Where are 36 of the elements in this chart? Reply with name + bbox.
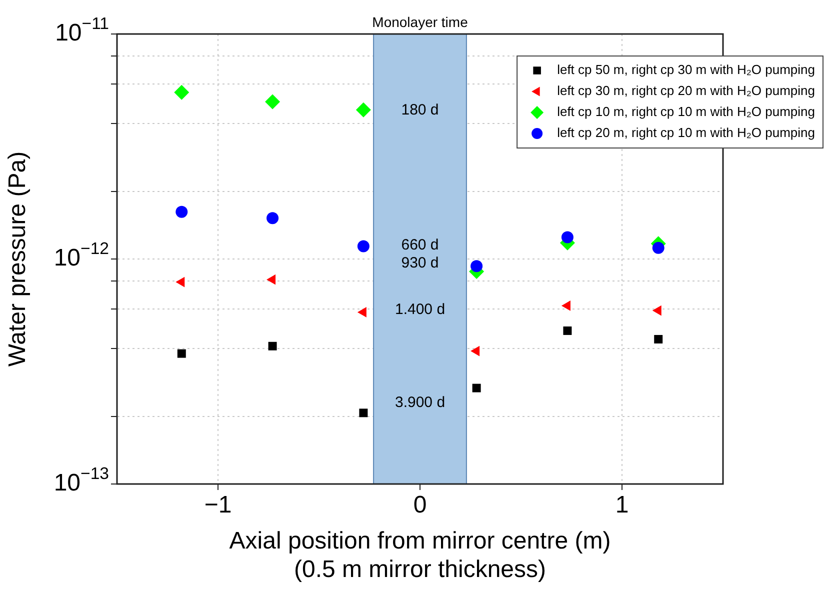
point — [470, 260, 483, 272]
point — [174, 84, 190, 100]
point — [561, 300, 570, 311]
x-axis-title: Axial position from mirror centre (m) (0.5 m mirror thickness) — [229, 527, 611, 584]
legend-label: left cp 30 m, right cp 20 m with H₂O pumping — [557, 83, 816, 98]
annotation: 930 d — [401, 254, 439, 272]
point — [177, 349, 186, 358]
point — [357, 307, 366, 318]
point — [357, 240, 370, 252]
point — [176, 206, 188, 218]
point — [470, 346, 480, 356]
y-axis-title: Water pressure (Pa) — [4, 151, 32, 367]
point — [176, 276, 185, 288]
annotation: 180 d — [401, 102, 439, 119]
legend-label: left cp 50 m, right cp 30 m with H₂O pumping — [557, 62, 816, 78]
band-label: Monolayer time — [372, 14, 468, 30]
annotation: 660 d — [401, 236, 439, 254]
x-tick-label: 1 — [615, 492, 629, 519]
point — [356, 102, 371, 118]
point — [268, 342, 277, 350]
annotation: 1.400 d — [394, 300, 446, 318]
point — [652, 305, 662, 316]
point — [266, 274, 276, 285]
point — [563, 326, 572, 335]
x-tick-label: 0 — [413, 492, 427, 519]
point — [654, 334, 663, 344]
x-tick-label: −1 — [204, 492, 232, 519]
point — [265, 94, 280, 110]
legend-label: left cp 20 m, right cp 10 m with H₂O pumping — [557, 125, 816, 140]
legend-label: left cp 10 m, right cp 10 m with H₂O pumping — [557, 104, 816, 120]
point — [472, 384, 481, 392]
point — [266, 212, 279, 224]
point — [561, 231, 574, 244]
point — [359, 408, 368, 418]
annotation: 3.900 d — [394, 394, 446, 412]
point — [652, 242, 664, 254]
